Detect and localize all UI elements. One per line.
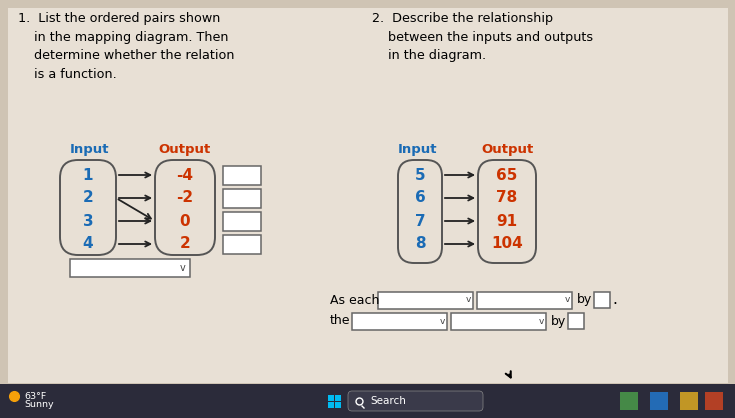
Text: 2: 2 — [82, 191, 93, 206]
Text: 2: 2 — [179, 237, 190, 252]
FancyBboxPatch shape — [398, 160, 442, 263]
Text: 7: 7 — [415, 214, 426, 229]
Bar — [650, 392, 668, 410]
Bar — [477, 291, 572, 308]
Bar — [451, 313, 546, 329]
Text: by: by — [577, 293, 592, 306]
Text: v: v — [440, 316, 445, 326]
Text: .: . — [612, 293, 617, 308]
Bar — [328, 395, 334, 400]
Text: Input: Input — [398, 143, 438, 156]
Bar — [594, 292, 610, 308]
FancyBboxPatch shape — [348, 391, 483, 411]
Text: 5: 5 — [415, 168, 426, 183]
Text: 0: 0 — [179, 214, 190, 229]
Bar — [328, 402, 334, 408]
Text: 6: 6 — [415, 191, 426, 206]
Text: 91: 91 — [496, 214, 517, 229]
Bar — [680, 392, 698, 410]
Bar — [352, 313, 447, 329]
FancyBboxPatch shape — [60, 160, 116, 255]
Text: v: v — [180, 263, 186, 273]
Bar — [705, 392, 723, 410]
Text: v: v — [564, 296, 570, 304]
Text: v: v — [465, 296, 470, 304]
Bar — [0, 384, 735, 418]
Text: As each: As each — [330, 293, 379, 306]
Text: Sunny: Sunny — [24, 400, 54, 409]
Text: Input: Input — [71, 143, 110, 156]
Text: Output: Output — [482, 143, 534, 156]
Text: Output: Output — [159, 143, 211, 156]
Text: 104: 104 — [491, 237, 523, 252]
Text: 2.  Describe the relationship
    between the inputs and outputs
    in the diag: 2. Describe the relationship between the… — [372, 12, 593, 62]
FancyBboxPatch shape — [478, 160, 536, 263]
Bar — [70, 259, 190, 277]
Text: by: by — [551, 314, 566, 327]
Bar — [223, 166, 261, 184]
Text: -4: -4 — [176, 168, 193, 183]
Text: 4: 4 — [82, 237, 93, 252]
Bar — [223, 189, 261, 207]
Text: the: the — [330, 314, 351, 327]
Bar — [223, 234, 261, 253]
Text: 1: 1 — [83, 168, 93, 183]
Bar — [8, 8, 728, 383]
Text: 3: 3 — [82, 214, 93, 229]
Text: 8: 8 — [415, 237, 426, 252]
Bar — [335, 395, 342, 400]
Text: 78: 78 — [496, 191, 517, 206]
Text: v: v — [538, 316, 544, 326]
Text: 1.  List the ordered pairs shown
    in the mapping diagram. Then
    determine : 1. List the ordered pairs shown in the m… — [18, 12, 234, 81]
FancyBboxPatch shape — [155, 160, 215, 255]
Bar — [378, 291, 473, 308]
Text: 63°F: 63°F — [24, 392, 46, 401]
Bar — [568, 313, 584, 329]
Text: -2: -2 — [176, 191, 193, 206]
Bar — [223, 212, 261, 230]
Bar — [335, 402, 342, 408]
Text: 65: 65 — [496, 168, 517, 183]
Bar — [620, 392, 638, 410]
Text: Search: Search — [370, 396, 406, 406]
